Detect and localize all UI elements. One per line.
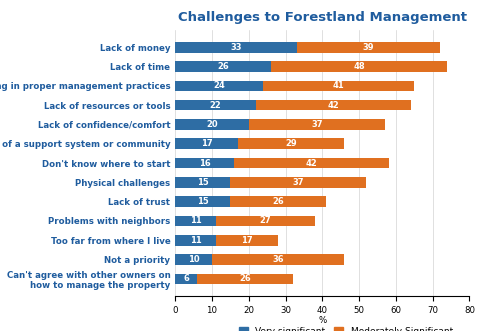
Bar <box>230 177 366 188</box>
Text: 20: 20 <box>206 120 218 129</box>
Text: 26: 26 <box>217 62 229 71</box>
Text: 29: 29 <box>285 139 297 148</box>
Bar <box>249 119 385 130</box>
Bar <box>238 138 344 149</box>
Text: 17: 17 <box>201 139 212 148</box>
Bar <box>175 42 297 53</box>
Bar <box>175 196 230 207</box>
Text: 37: 37 <box>293 178 304 187</box>
Bar <box>256 100 410 111</box>
Text: 41: 41 <box>333 81 345 90</box>
Text: 24: 24 <box>214 81 225 90</box>
Bar <box>234 158 388 168</box>
Bar <box>175 61 271 72</box>
Text: 17: 17 <box>241 236 253 245</box>
Bar <box>175 100 256 111</box>
Text: 6: 6 <box>183 274 189 283</box>
Bar <box>175 80 264 91</box>
Bar <box>175 215 216 226</box>
Bar <box>297 42 440 53</box>
Text: 26: 26 <box>272 197 284 206</box>
Text: 15: 15 <box>197 197 209 206</box>
Text: 15: 15 <box>197 178 209 187</box>
Bar <box>175 273 197 284</box>
Text: 33: 33 <box>230 43 241 52</box>
Bar <box>197 273 293 284</box>
Text: 26: 26 <box>239 274 251 283</box>
Text: 27: 27 <box>260 216 271 225</box>
X-axis label: %: % <box>318 316 326 325</box>
Bar <box>175 158 234 168</box>
Bar <box>175 119 249 130</box>
Bar <box>212 254 344 265</box>
Bar <box>271 61 447 72</box>
Text: 10: 10 <box>188 255 199 264</box>
Text: 16: 16 <box>199 159 211 167</box>
Bar <box>175 138 238 149</box>
Bar <box>175 235 216 246</box>
Text: 37: 37 <box>311 120 323 129</box>
Text: 11: 11 <box>190 216 201 225</box>
Bar <box>216 215 315 226</box>
Bar <box>216 235 278 246</box>
Legend: Very significant, Moderately Significant: Very significant, Moderately Significant <box>235 323 456 331</box>
Bar <box>264 80 414 91</box>
Text: 42: 42 <box>327 101 339 110</box>
Text: 48: 48 <box>353 62 365 71</box>
Text: 42: 42 <box>305 159 317 167</box>
Bar <box>175 254 212 265</box>
Text: 11: 11 <box>190 236 201 245</box>
Title: Challenges to Forestland Management: Challenges to Forestland Management <box>178 12 467 24</box>
Text: 22: 22 <box>210 101 222 110</box>
Bar <box>230 196 326 207</box>
Bar <box>175 177 230 188</box>
Text: 36: 36 <box>272 255 284 264</box>
Text: 39: 39 <box>362 43 374 52</box>
